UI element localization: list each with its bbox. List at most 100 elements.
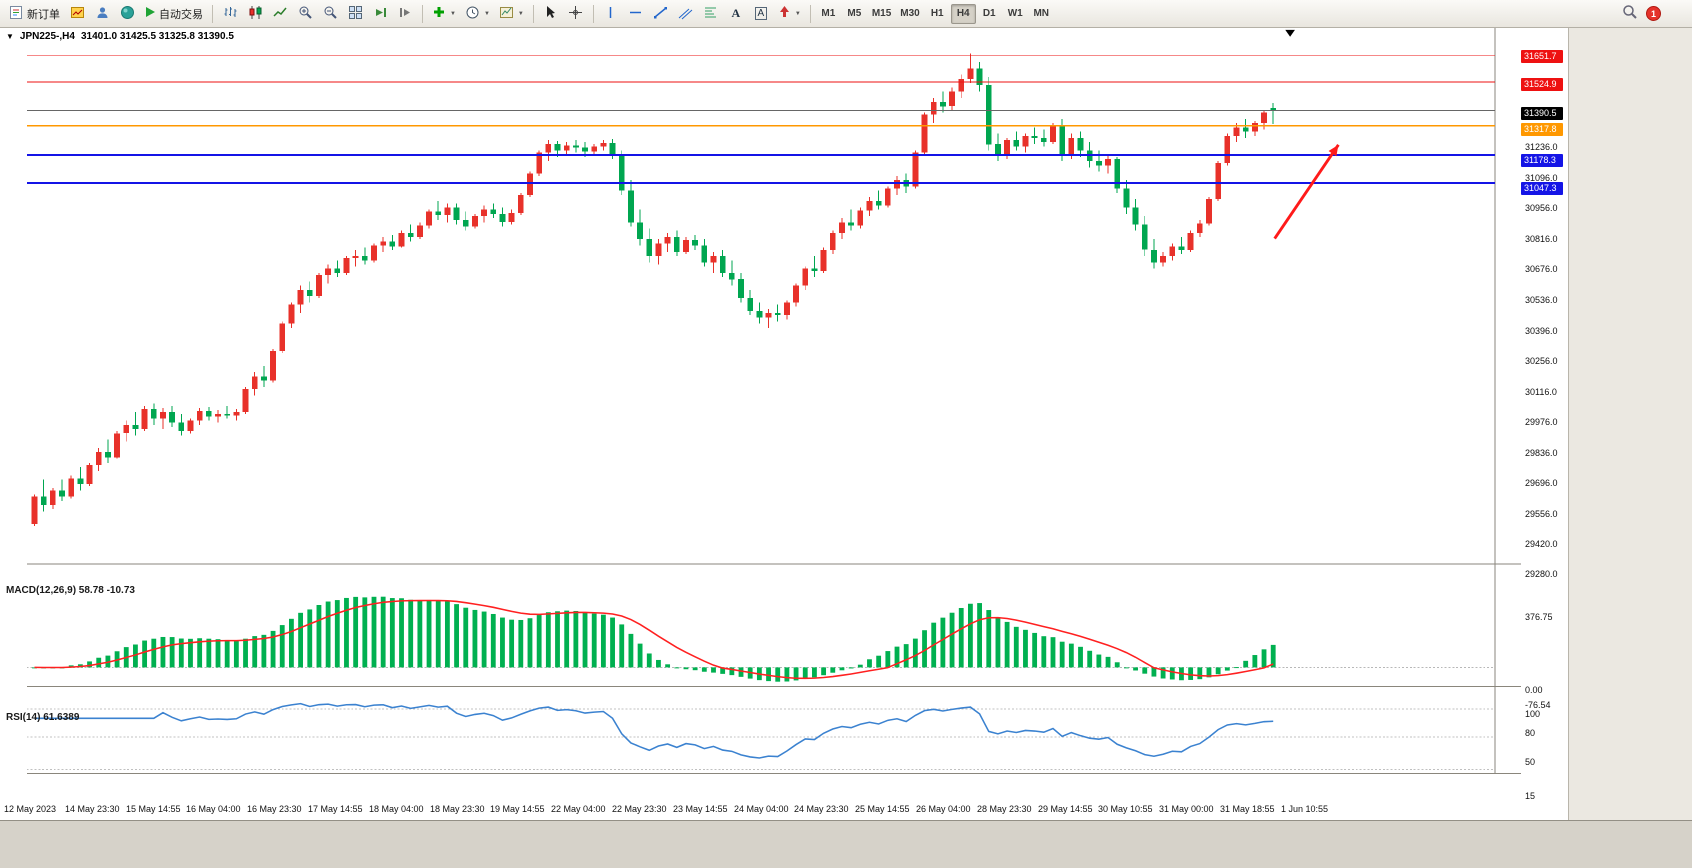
price-tick-label: 30956.0: [1525, 203, 1558, 213]
tile-windows-button[interactable]: [343, 3, 367, 25]
toolbar: 新订单 自动交易 ▼ ▼: [0, 0, 1692, 28]
new-order-icon: [9, 5, 24, 23]
text-icon: A: [731, 6, 741, 20]
time-tick-label: 31 May 00:00: [1159, 804, 1214, 814]
hline-price-badge[interactable]: 31178.3: [1521, 154, 1563, 167]
equidistant-channel-button[interactable]: [674, 3, 698, 25]
text-button[interactable]: A: [724, 3, 748, 25]
time-tick-label: 25 May 14:55: [855, 804, 910, 814]
templates-button[interactable]: ▼: [495, 3, 528, 25]
vertical-line-icon: [604, 5, 617, 23]
cursor-button[interactable]: [539, 3, 563, 25]
timeframe-m5-button[interactable]: M5: [847, 8, 862, 19]
bar-chart-icon: [223, 5, 238, 23]
chart-shift-button[interactable]: [393, 3, 417, 25]
profiles-button[interactable]: [90, 3, 114, 25]
chart-symbol-period: JPN225-,H4: [19, 31, 75, 42]
fibonacci-icon: [703, 5, 718, 23]
time-axis[interactable]: 12 May 2023 14 May 23:30 15 May 14:55 16 Ma…: [0, 800, 1568, 820]
notification-badge[interactable]: 1: [1646, 6, 1661, 21]
hline-price-badge[interactable]: 31317.8: [1521, 123, 1563, 136]
profiles-icon: [95, 5, 110, 23]
chevron-down-icon: ▼: [483, 10, 490, 17]
triangle-marker: [1285, 29, 1295, 37]
auto-scroll-icon: [373, 5, 388, 23]
time-tick-label: 29 May 14:55: [1038, 804, 1093, 814]
timeframe-mn-button[interactable]: MN: [1033, 8, 1049, 19]
trendline-button[interactable]: [649, 3, 673, 25]
time-tick-label: 18 May 23:30: [430, 804, 485, 814]
charts-button[interactable]: [65, 3, 89, 25]
candlestick-chart-button[interactable]: [243, 3, 267, 25]
price-tick-label: 31096.0: [1525, 173, 1558, 183]
timeframe-m1-button[interactable]: M1: [821, 8, 836, 19]
line-chart-icon: [272, 5, 288, 23]
macd-indicator-label: MACD(12,26,9) 58.78 -10.73: [6, 585, 135, 596]
new-order-button[interactable]: 新订单: [5, 3, 64, 25]
text-label-button[interactable]: A: [749, 3, 773, 25]
time-tick-label: 22 May 04:00: [551, 804, 606, 814]
hline-price-badge[interactable]: 31047.3: [1521, 182, 1563, 195]
annotations[interactable]: [1273, 29, 1340, 240]
auto-scroll-button[interactable]: [368, 3, 392, 25]
hline-price-badge[interactable]: 31524.9: [1521, 78, 1563, 91]
macd-panel: [26, 596, 1495, 682]
metaquotes-icon: [120, 5, 135, 23]
search-icon[interactable]: [1622, 4, 1638, 23]
crosshair-button[interactable]: [564, 3, 588, 25]
time-tick-label: 31 May 18:55: [1220, 804, 1275, 814]
price-tick-label: 29280.0: [1525, 569, 1558, 579]
indicators-button[interactable]: ▼: [428, 3, 460, 25]
rsi-axis-label: 15: [1525, 791, 1536, 801]
timeframe-h4-button[interactable]: H4: [950, 3, 976, 24]
auto-trading-play-icon: [144, 6, 156, 21]
candles-series: [31, 53, 1277, 527]
timeframe-m15-button[interactable]: M15: [871, 8, 892, 19]
indicators-add-icon: [432, 5, 446, 22]
chevron-down-icon: ▼: [794, 10, 801, 17]
hline-price-badge[interactable]: 31651.7: [1521, 50, 1563, 63]
timeframe-m30-button[interactable]: M30: [900, 8, 920, 19]
panel-frames: [26, 28, 1542, 775]
arrows-button[interactable]: ▼: [774, 3, 805, 25]
horizontal-line-button[interactable]: [624, 3, 648, 25]
rsi-axis-label: 100: [1525, 709, 1541, 719]
cursor-icon: [543, 5, 558, 23]
time-tick-label: 24 May 04:00: [734, 804, 789, 814]
one-click-trading-toggle[interactable]: ▼: [6, 32, 14, 41]
toolbar-right: 1: [1622, 4, 1687, 23]
vertical-line-button[interactable]: [599, 3, 623, 25]
chart-title: ▼ JPN225-,H4 31401.0 31425.5 31325.8 313…: [6, 31, 234, 42]
price-axis[interactable]: 31236.0 31096.0 30956.0 30816.0 30676.0 30536…: [1521, 28, 1568, 801]
zoom-out-icon: [323, 5, 338, 23]
charts-icon: [70, 5, 85, 23]
price-tick-label: 31236.0: [1525, 142, 1558, 152]
arrow-annotation: [1328, 144, 1339, 157]
timeframe-d1-button[interactable]: D1: [982, 8, 996, 19]
macd-axis-label: 376.75: [1525, 612, 1553, 622]
time-tick-label: 28 May 23:30: [977, 804, 1032, 814]
time-tick-label: 22 May 23:30: [612, 804, 667, 814]
rsi-indicator-label: RSI(14) 61.6389: [6, 712, 80, 723]
toolbar-separator: [422, 4, 423, 23]
horizontal-line-icon: [628, 6, 643, 22]
chart-shift-icon: [398, 5, 413, 23]
bar-chart-button[interactable]: [218, 3, 242, 25]
fibonacci-button[interactable]: [699, 3, 723, 25]
auto-trading-button[interactable]: 自动交易: [140, 3, 207, 25]
zoom-in-button[interactable]: [293, 3, 317, 25]
price-tick-label: 30256.0: [1525, 356, 1558, 366]
candlestick-chart-icon: [248, 5, 263, 23]
timeframe-h1-button[interactable]: H1: [930, 8, 944, 19]
right-margin: [1568, 28, 1692, 820]
current-price-badge[interactable]: 31390.5: [1521, 107, 1563, 120]
timeframe-w1-button[interactable]: W1: [1007, 8, 1023, 19]
chart-window[interactable]: ▼ JPN225-,H4 31401.0 31425.5 31325.8 313…: [0, 28, 1568, 820]
periods-button[interactable]: ▼: [461, 3, 494, 25]
zoom-out-button[interactable]: [318, 3, 342, 25]
metaquotes-button[interactable]: [115, 3, 139, 25]
crosshair-icon: [568, 5, 583, 23]
line-chart-button[interactable]: [268, 3, 292, 25]
time-tick-label: 12 May 2023: [4, 804, 57, 814]
price-chart-canvas[interactable]: [0, 28, 1568, 820]
